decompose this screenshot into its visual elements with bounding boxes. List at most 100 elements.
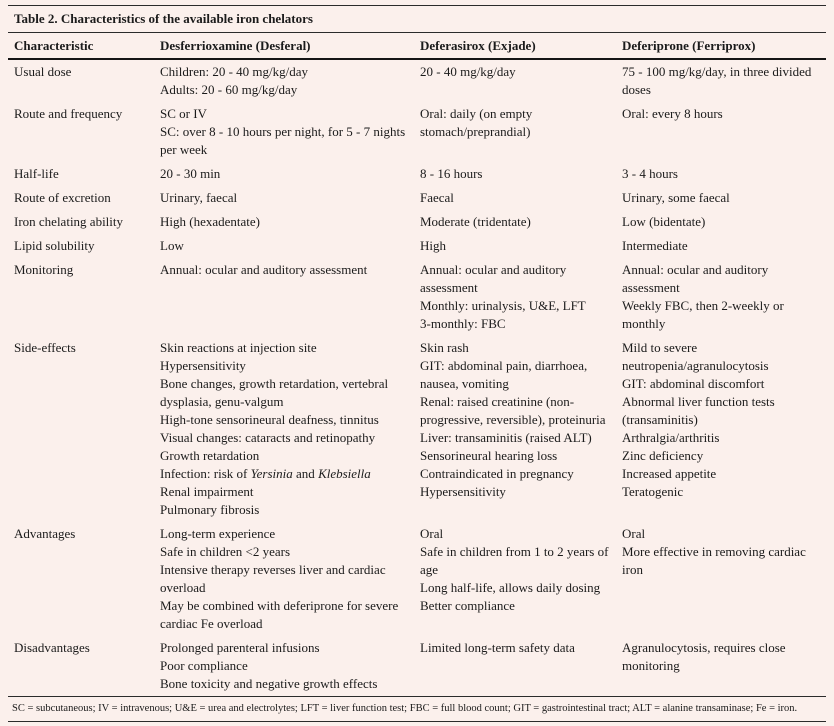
cell-line: Safe in children from 1 to 2 years of ag… [420,544,609,577]
cell-line: 3-monthly: FBC [420,316,506,331]
cell-line: 75 - 100 mg/kg/day, in three divided dos… [622,64,812,97]
cell-line: Annual: ocular and auditory assessment [420,262,567,295]
row-label: Disadvantages [14,640,90,655]
cell-line: Poor compliance [160,658,248,673]
cell-desferrioxamine: Annual: ocular and auditory assessment [160,261,420,333]
cell-line: 3 - 4 hours [622,166,678,181]
yersinia-italic: Yersinia [250,466,293,481]
row-monitoring: Monitoring Annual: ocular and auditory a… [8,258,826,336]
cell-line: Zinc deficiency [622,448,704,463]
cell-deferasirox: Faecal [420,189,622,207]
cell-line: Oral [622,526,646,541]
cell-line: Sensorineural hearing loss [420,448,558,463]
row-usual-dose: Usual dose Children: 20 - 40 mg/kg/day A… [8,60,826,102]
cell-desferrioxamine: 20 - 30 min [160,165,420,183]
cell-line: Renal: raised creatinine (non-progressiv… [420,394,606,427]
cell-line-infection: Infection: risk of Yersinia and Klebsiel… [160,465,408,483]
cell-deferasirox: Annual: ocular and auditory assessment M… [420,261,622,333]
cell-line: Contraindicated in pregnancy [420,466,574,481]
cell-line: Monthly: urinalysis, U&E, LFT [420,298,586,313]
cell-line: More effective in removing cardiac iron [622,544,806,577]
cell-deferiprone: Annual: ocular and auditory assessment W… [622,261,826,333]
cell-line: Oral [420,526,444,541]
row-label: Monitoring [14,262,74,277]
cell-line: Hypersensitivity [420,484,506,499]
cell-desferrioxamine: Urinary, faecal [160,189,420,207]
cell-desferrioxamine: Low [160,237,420,255]
cell-deferiprone: Oral More effective in removing cardiac … [622,525,826,633]
column-header-deferiprone: Deferiprone (Ferriprox) [622,38,756,53]
cell-line: Renal impairment [160,484,254,499]
row-disadvantages: Disadvantages Prolonged parenteral infus… [8,636,826,696]
cell-line: Low (bidentate) [622,214,706,229]
row-route-of-excretion: Route of excretion Urinary, faecal Faeca… [8,186,826,210]
cell-deferasirox: Limited long-term safety data [420,639,622,693]
row-lipid-solubility: Lipid solubility Low High Intermediate [8,234,826,258]
cell-line: Intermediate [622,238,688,253]
cell-line: Oral: daily (on empty stomach/preprandia… [420,106,533,139]
cell-line: GIT: abdominal pain, diarrhoea, nausea, … [420,358,588,391]
cell-line: Mild to severe neutropenia/agranulocytos… [622,340,769,373]
row-iron-chelating-ability: Iron chelating ability High (hexadentate… [8,210,826,234]
cell-line: 20 - 40 mg/kg/day [420,64,516,79]
cell-line: Moderate (tridentate) [420,214,531,229]
cell-line: Long-term experience [160,526,276,541]
cell-line: 8 - 16 hours [420,166,483,181]
cell-line: Annual: ocular and auditory assessment [622,262,769,295]
cell-line: May be combined with deferiprone for sev… [160,598,399,631]
table-footnote: SC = subcutaneous; IV = intravenous; U&E… [12,703,798,714]
title-rule [8,32,826,33]
cell-line: Long half-life, allows daily dosing [420,580,601,595]
row-label: Lipid solubility [14,238,95,253]
table-body: Usual dose Children: 20 - 40 mg/kg/day A… [8,60,826,696]
row-label: Usual dose [14,64,72,79]
cell-deferasirox: Moderate (tridentate) [420,213,622,231]
cell-desferrioxamine: Prolonged parenteral infusions Poor comp… [160,639,420,693]
infection-text: and [292,466,319,481]
header-row: Characteristic Desferrioxamine (Desferal… [8,33,826,58]
cell-line: Skin rash [420,340,469,355]
cell-line: Low [160,238,184,253]
cell-line: Safe in children <2 years [160,544,291,559]
cell-desferrioxamine: Long-term experience Safe in children <2… [160,525,420,633]
cell-line: Hypersensitivity [160,358,246,373]
cell-desferrioxamine: SC or IV SC: over 8 - 10 hours per night… [160,105,420,159]
cell-deferiprone: Intermediate [622,237,826,255]
cell-line: Intensive therapy reverses liver and car… [160,562,386,595]
row-route-and-frequency: Route and frequency SC or IV SC: over 8 … [8,102,826,162]
cell-deferiprone: Oral: every 8 hours [622,105,826,159]
cell-line: Bone toxicity and negative growth effect… [160,676,378,691]
cell-line: SC or IV [160,106,207,121]
cell-deferiprone: 3 - 4 hours [622,165,826,183]
cell-line: Faecal [420,190,454,205]
cell-line: Arthralgia/arthritis [622,430,720,445]
cell-deferasirox: Oral Safe in children from 1 to 2 years … [420,525,622,633]
header-rule [8,58,826,60]
cell-deferasirox: 8 - 16 hours [420,165,622,183]
cell-deferiprone: Agranulocytosis, requires close monitori… [622,639,826,693]
cell-line: Weekly FBC, then 2-weekly or monthly [622,298,784,331]
cell-line: Bone changes, growth retardation, verteb… [160,376,389,409]
column-header-characteristic: Characteristic [14,38,94,53]
cell-line: Limited long-term safety data [420,640,575,655]
cell-deferasirox: Skin rash GIT: abdominal pain, diarrhoea… [420,339,622,519]
cell-line: High (hexadentate) [160,214,260,229]
row-label: Side-effects [14,340,76,355]
cell-deferiprone: 75 - 100 mg/kg/day, in three divided dos… [622,63,826,99]
row-side-effects: Side-effects Skin reactions at injection… [8,336,826,522]
cell-line: Growth retardation [160,448,260,463]
cell-deferasirox: High [420,237,622,255]
klebsiella-italic: Klebsiella [318,466,371,481]
cell-line: Prolonged parenteral infusions [160,640,320,655]
column-header-desferrioxamine: Desferrioxamine (Desferal) [160,38,311,53]
cell-line: Better compliance [420,598,515,613]
cell-line: Visual changes: cataracts and retinopath… [160,430,376,445]
cell-line: Urinary, some faecal [622,190,730,205]
cell-line: SC: over 8 - 10 hours per night, for 5 -… [160,124,406,157]
column-header-deferasirox: Deferasirox (Exjade) [420,38,536,53]
cell-desferrioxamine: Skin reactions at injection site Hyperse… [160,339,420,519]
cell-line: Agranulocytosis, requires close monitori… [622,640,786,673]
row-half-life: Half-life 20 - 30 min 8 - 16 hours 3 - 4… [8,162,826,186]
top-rule [8,5,826,6]
